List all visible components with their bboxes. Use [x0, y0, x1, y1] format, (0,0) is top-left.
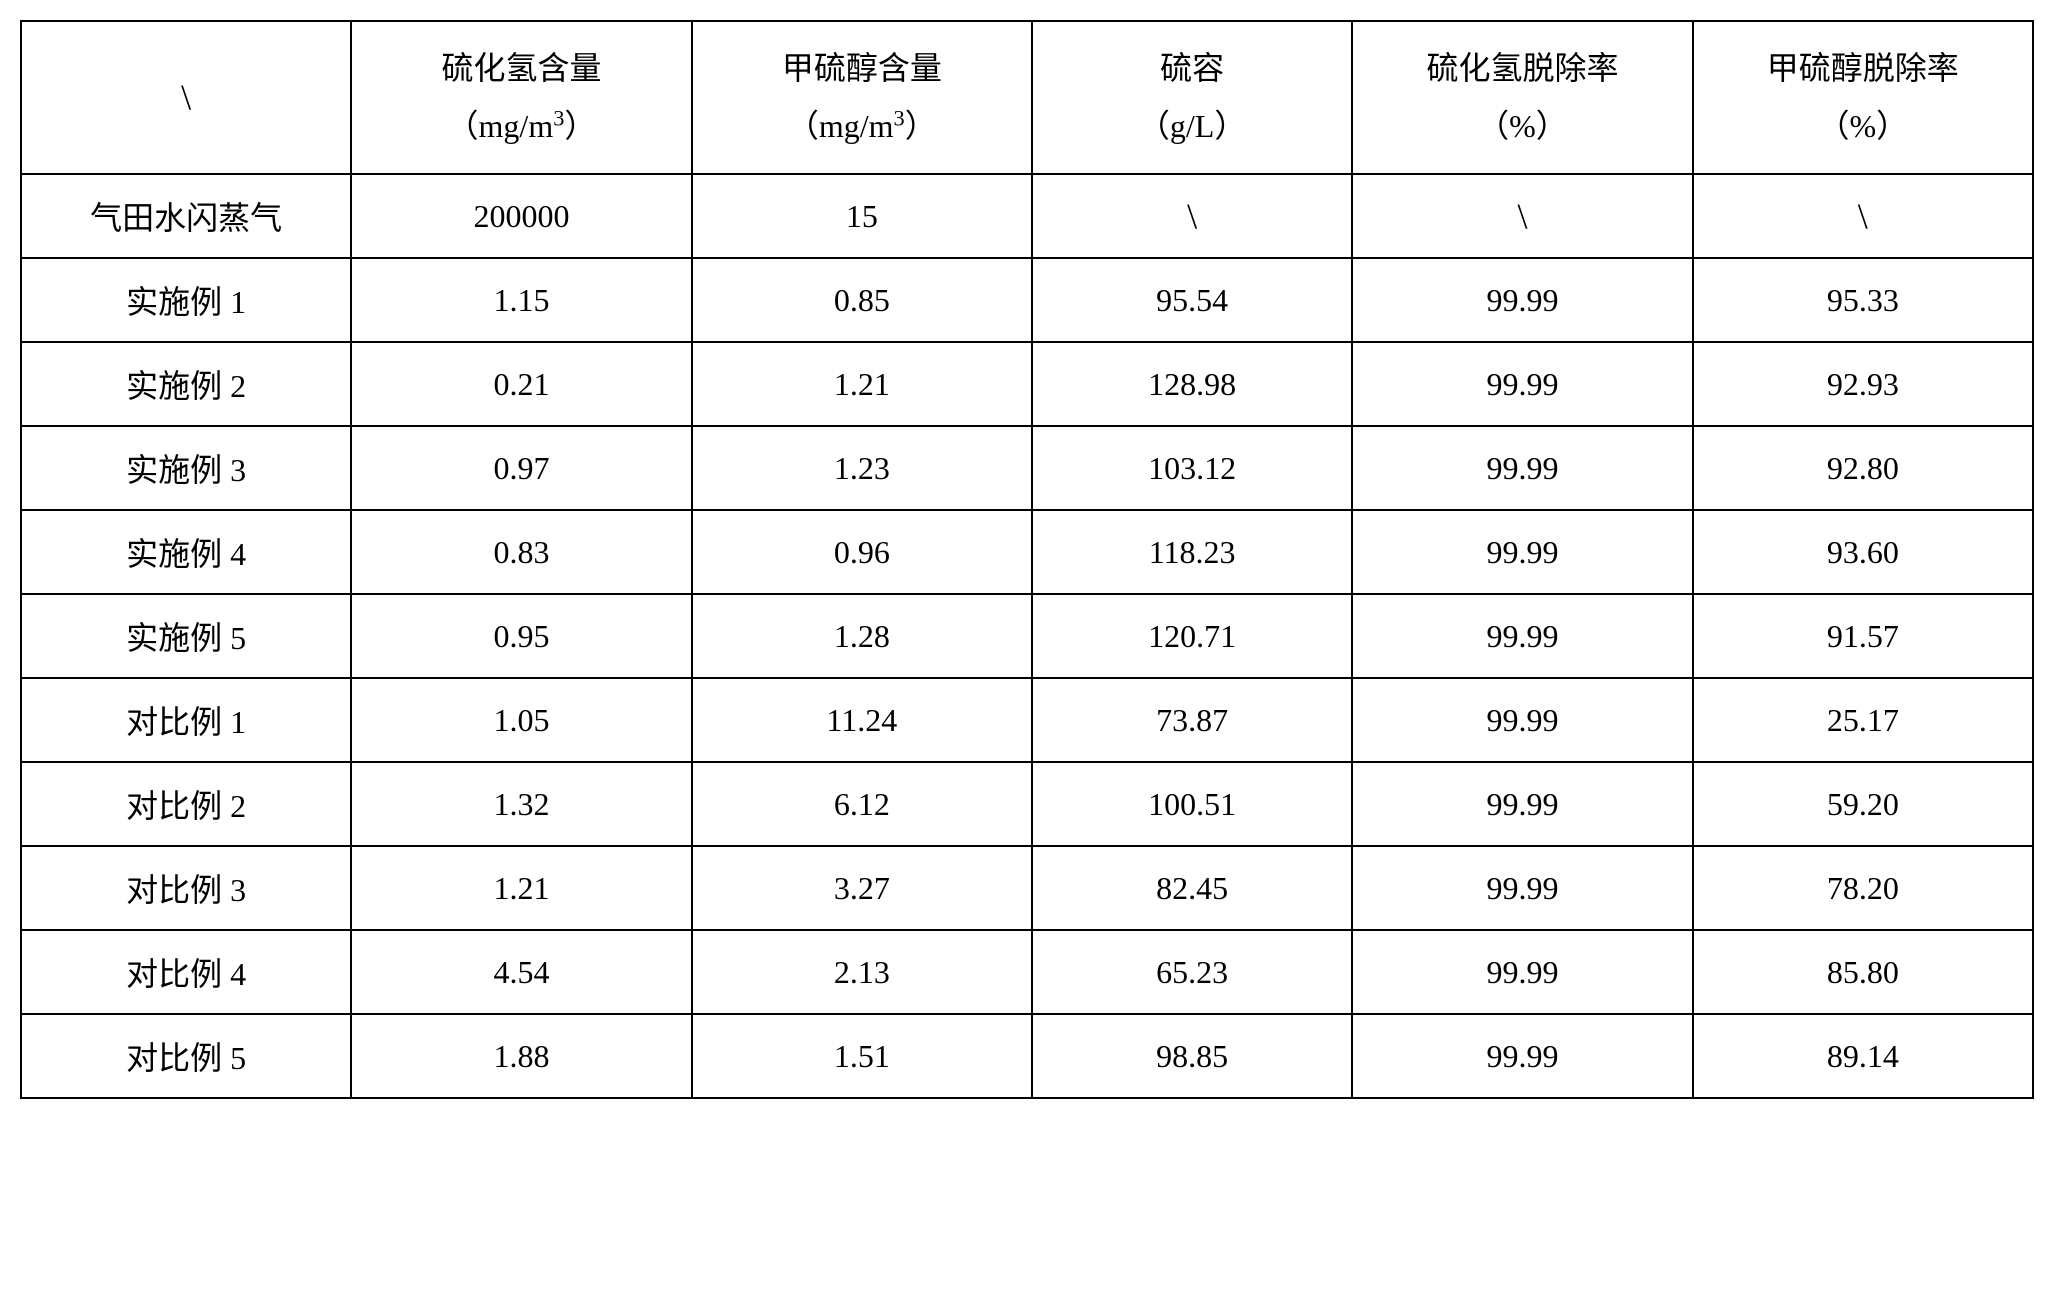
cell: 99.99: [1352, 258, 1692, 342]
cell: 1.88: [351, 1014, 691, 1098]
header-col-2: 甲硫醇含量 （mg/m3）: [692, 21, 1032, 174]
row-label: 实施例 2: [21, 342, 351, 426]
cell: 95.54: [1032, 258, 1352, 342]
cell: 1.51: [692, 1014, 1032, 1098]
row-label: 实施例 4: [21, 510, 351, 594]
cell: 15: [692, 174, 1032, 258]
table-row: 对比例 1 1.05 11.24 73.87 99.99 25.17: [21, 678, 2033, 762]
cell: 99.99: [1352, 678, 1692, 762]
row-label: 对比例 5: [21, 1014, 351, 1098]
cell: \: [1352, 174, 1692, 258]
row-label: 对比例 2: [21, 762, 351, 846]
header-col-3: 硫容 （g/L）: [1032, 21, 1352, 174]
cell: 0.95: [351, 594, 691, 678]
row-label: 实施例 5: [21, 594, 351, 678]
cell: 0.83: [351, 510, 691, 594]
header-col-1-unit: （mg/m3）: [362, 98, 680, 156]
cell: 118.23: [1032, 510, 1352, 594]
cell: 0.85: [692, 258, 1032, 342]
table-row: 实施例 2 0.21 1.21 128.98 99.99 92.93: [21, 342, 2033, 426]
cell: 99.99: [1352, 762, 1692, 846]
table-row: 实施例 4 0.83 0.96 118.23 99.99 93.60: [21, 510, 2033, 594]
header-col-2-unit: （mg/m3）: [703, 98, 1021, 156]
cell: 99.99: [1352, 846, 1692, 930]
cell: 128.98: [1032, 342, 1352, 426]
cell: 1.32: [351, 762, 691, 846]
row-label: 实施例 3: [21, 426, 351, 510]
cell: 1.15: [351, 258, 691, 342]
table-row: 实施例 5 0.95 1.28 120.71 99.99 91.57: [21, 594, 2033, 678]
table-row: 实施例 3 0.97 1.23 103.12 99.99 92.80: [21, 426, 2033, 510]
cell: 93.60: [1693, 510, 2033, 594]
cell: 103.12: [1032, 426, 1352, 510]
cell: 6.12: [692, 762, 1032, 846]
table-row: 对比例 5 1.88 1.51 98.85 99.99 89.14: [21, 1014, 2033, 1098]
data-table-container: \ 硫化氢含量 （mg/m3） 甲硫醇含量 （mg/m3） 硫容 （g/L） 硫…: [20, 20, 2034, 1099]
header-col-4: 硫化氢脱除率 （%）: [1352, 21, 1692, 174]
header-col-3-unit: （g/L）: [1043, 98, 1341, 156]
table-row: 实施例 1 1.15 0.85 95.54 99.99 95.33: [21, 258, 2033, 342]
header-col-1: 硫化氢含量 （mg/m3）: [351, 21, 691, 174]
table-body: 气田水闪蒸气 200000 15 \ \ \ 实施例 1 1.15 0.85 9…: [21, 174, 2033, 1098]
cell: 85.80: [1693, 930, 2033, 1014]
cell: 92.93: [1693, 342, 2033, 426]
row-label: 对比例 3: [21, 846, 351, 930]
header-col-1-main: 硫化氢含量: [441, 50, 601, 86]
row-label: 气田水闪蒸气: [21, 174, 351, 258]
cell: 120.71: [1032, 594, 1352, 678]
cell: 1.23: [692, 426, 1032, 510]
cell: 92.80: [1693, 426, 2033, 510]
cell: 4.54: [351, 930, 691, 1014]
table-row: 气田水闪蒸气 200000 15 \ \ \: [21, 174, 2033, 258]
cell: 0.96: [692, 510, 1032, 594]
header-col-2-main: 甲硫醇含量: [782, 50, 942, 86]
cell: 95.33: [1693, 258, 2033, 342]
row-label: 对比例 1: [21, 678, 351, 762]
cell: 98.85: [1032, 1014, 1352, 1098]
cell: 3.27: [692, 846, 1032, 930]
cell: 73.87: [1032, 678, 1352, 762]
cell: 99.99: [1352, 594, 1692, 678]
cell: 99.99: [1352, 930, 1692, 1014]
cell: 1.21: [351, 846, 691, 930]
table-row: 对比例 4 4.54 2.13 65.23 99.99 85.80: [21, 930, 2033, 1014]
row-label: 对比例 4: [21, 930, 351, 1014]
header-col-4-main: 硫化氢脱除率: [1426, 50, 1618, 86]
table-header-row: \ 硫化氢含量 （mg/m3） 甲硫醇含量 （mg/m3） 硫容 （g/L） 硫…: [21, 21, 2033, 174]
cell: \: [1693, 174, 2033, 258]
cell: 82.45: [1032, 846, 1352, 930]
cell: 0.21: [351, 342, 691, 426]
cell: 0.97: [351, 426, 691, 510]
header-col-4-unit: （%）: [1363, 98, 1681, 156]
cell: \: [1032, 174, 1352, 258]
cell: 91.57: [1693, 594, 2033, 678]
cell: 78.20: [1693, 846, 2033, 930]
cell: 99.99: [1352, 1014, 1692, 1098]
cell: 99.99: [1352, 342, 1692, 426]
cell: 100.51: [1032, 762, 1352, 846]
cell: 1.28: [692, 594, 1032, 678]
header-col-5-main: 甲硫醇脱除率: [1767, 50, 1959, 86]
header-col-5: 甲硫醇脱除率 （%）: [1693, 21, 2033, 174]
row-label: 实施例 1: [21, 258, 351, 342]
table-header: \ 硫化氢含量 （mg/m3） 甲硫醇含量 （mg/m3） 硫容 （g/L） 硫…: [21, 21, 2033, 174]
header-col-0: \: [21, 21, 351, 174]
cell: 25.17: [1693, 678, 2033, 762]
data-table: \ 硫化氢含量 （mg/m3） 甲硫醇含量 （mg/m3） 硫容 （g/L） 硫…: [20, 20, 2034, 1099]
cell: 2.13: [692, 930, 1032, 1014]
cell: 89.14: [1693, 1014, 2033, 1098]
table-row: 对比例 2 1.32 6.12 100.51 99.99 59.20: [21, 762, 2033, 846]
header-col-5-unit: （%）: [1704, 98, 2022, 156]
cell: 59.20: [1693, 762, 2033, 846]
cell: 99.99: [1352, 510, 1692, 594]
header-backslash: \: [181, 77, 191, 117]
cell: 1.21: [692, 342, 1032, 426]
table-row: 对比例 3 1.21 3.27 82.45 99.99 78.20: [21, 846, 2033, 930]
cell: 11.24: [692, 678, 1032, 762]
cell: 200000: [351, 174, 691, 258]
cell: 65.23: [1032, 930, 1352, 1014]
header-col-3-main: 硫容: [1160, 50, 1224, 86]
cell: 1.05: [351, 678, 691, 762]
cell: 99.99: [1352, 426, 1692, 510]
